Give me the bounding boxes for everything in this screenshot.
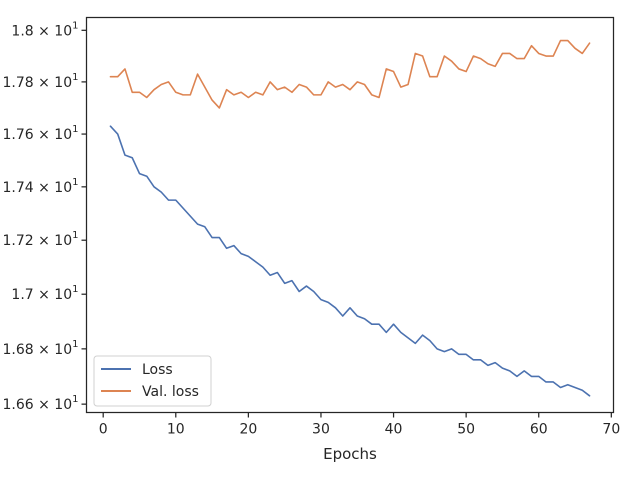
y-tick-label: 1.74 × 101 xyxy=(3,177,79,196)
x-axis-ticks: 0 10 20 30 40 50 60 70 xyxy=(99,412,620,438)
x-tick-label: 10 xyxy=(167,422,185,438)
y-tick-label: 1.76 × 101 xyxy=(3,124,79,143)
plot-area: 1.66 × 101 1.68 × 101 1.7 × 101 1.72 × 101 1… xyxy=(3,16,620,438)
y-tick-label: 1.72 × 101 xyxy=(3,230,79,249)
y-tick-label: 1.66 × 101 xyxy=(3,394,79,413)
x-tick-label: 50 xyxy=(457,422,475,438)
y-tick-label: 1.68 × 101 xyxy=(3,339,79,358)
series-lines xyxy=(109,39,591,397)
y-tick-label: 1.8 × 101 xyxy=(11,20,78,39)
legend-label-val-loss: Val. loss xyxy=(142,384,199,400)
y-tick-label: 1.78 × 101 xyxy=(3,72,79,91)
x-tick-label: 60 xyxy=(530,422,548,438)
x-tick-label: 40 xyxy=(385,422,403,438)
y-tick-label: 1.7 × 101 xyxy=(11,284,78,303)
series-line-loss xyxy=(109,125,591,397)
x-tick-label: 0 xyxy=(99,422,108,438)
x-tick-label: 30 xyxy=(312,422,330,438)
legend-label-loss: Loss xyxy=(142,362,173,378)
x-tick-label: 70 xyxy=(602,422,620,438)
legend: Loss Val. loss xyxy=(93,355,212,407)
x-tick-label: 20 xyxy=(239,422,257,438)
axes-frame xyxy=(85,16,615,414)
y-axis-ticks: 1.66 × 101 1.68 × 101 1.7 × 101 1.72 × 101 1… xyxy=(3,20,87,413)
series-line-val-loss xyxy=(109,39,591,109)
x-axis-label: Epochs xyxy=(323,445,377,463)
